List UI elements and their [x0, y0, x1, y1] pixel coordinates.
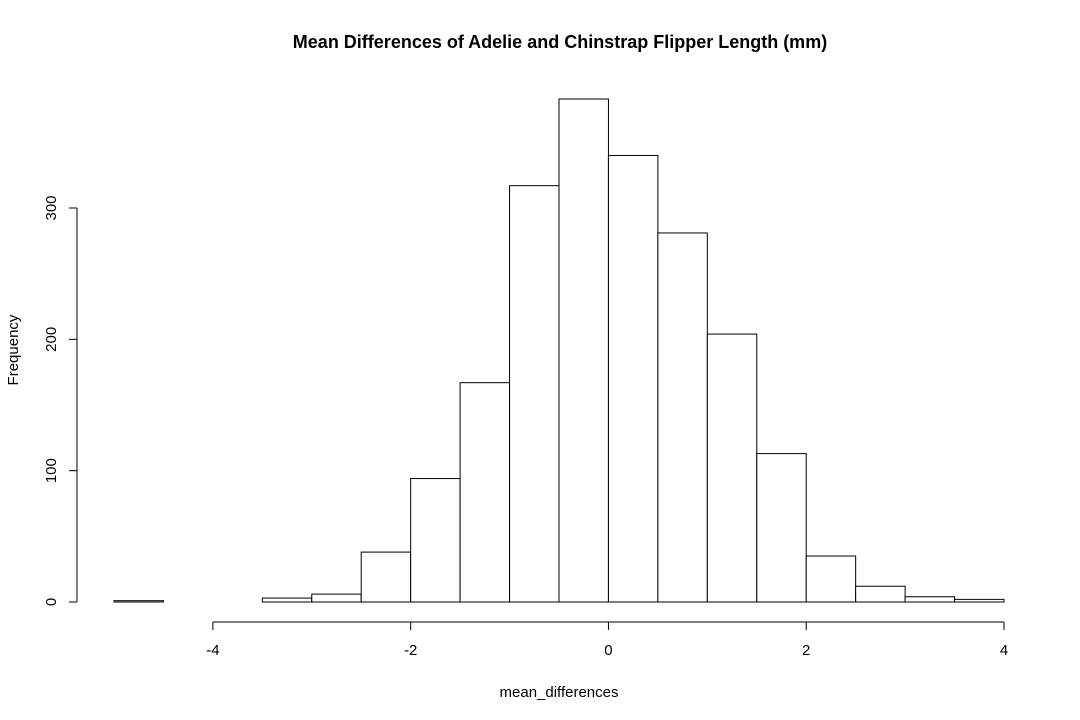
histogram-bar — [954, 598, 1005, 603]
y-axis: 0 100 200 300 — [43, 195, 78, 606]
chart-title: Mean Differences of Adelie and Chinstrap… — [293, 32, 827, 52]
histogram-bar — [459, 382, 511, 603]
y-tick-label: 0 — [43, 598, 60, 606]
x-axis: -4 -2 0 2 4 — [206, 621, 1008, 659]
histogram-bar — [261, 597, 313, 603]
histogram-bar — [311, 593, 362, 603]
histogram-bar — [855, 585, 906, 603]
histogram-bars — [113, 98, 1005, 603]
histogram-bar — [756, 453, 807, 603]
histogram-bar — [113, 600, 164, 603]
histogram-bar — [509, 185, 560, 603]
x-tick-label: 0 — [604, 642, 612, 659]
histogram-bar — [706, 333, 758, 603]
histogram-bar — [904, 596, 956, 603]
histogram-bar — [558, 98, 609, 603]
histogram-bar — [657, 232, 708, 603]
x-axis-label: mean_differences — [500, 684, 619, 701]
x-tick-label: -2 — [404, 642, 417, 659]
x-tick-label: 2 — [802, 642, 810, 659]
x-tick-label: -4 — [206, 642, 219, 659]
histogram-bar — [607, 154, 659, 603]
histogram-bar — [360, 551, 412, 603]
y-tick-label: 300 — [43, 195, 60, 220]
histogram-bar — [410, 478, 461, 603]
x-tick-label: 4 — [1000, 642, 1008, 659]
y-tick-label: 100 — [43, 458, 60, 483]
y-axis-label: Frequency — [5, 314, 22, 385]
y-tick-label: 200 — [43, 327, 60, 352]
histogram-bar — [805, 555, 857, 603]
